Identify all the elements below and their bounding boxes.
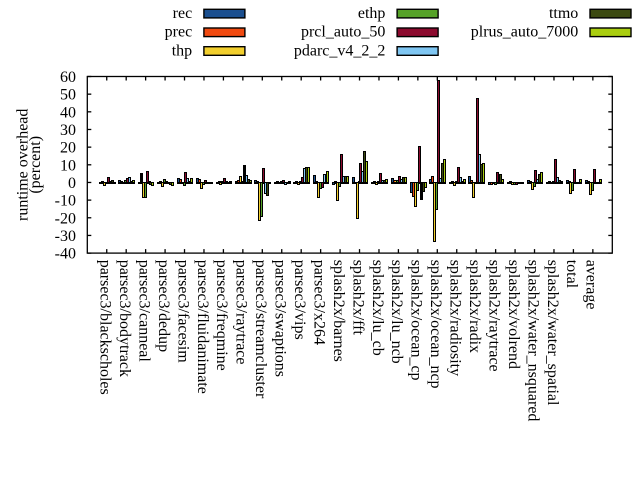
svg-text:splash2x/radix: splash2x/radix bbox=[466, 260, 483, 353]
svg-text:parsec3/vips: parsec3/vips bbox=[291, 260, 308, 340]
svg-text:splash2x/raytrace: splash2x/raytrace bbox=[485, 260, 502, 372]
svg-text:parsec3/freqmine: parsec3/freqmine bbox=[213, 260, 230, 371]
svg-text:total: total bbox=[563, 260, 580, 289]
svg-text:splash2x/ocean_cp: splash2x/ocean_cp bbox=[408, 260, 425, 381]
svg-text:splash2x/radiosity: splash2x/radiosity bbox=[447, 260, 464, 376]
svg-text:parsec3/x264: parsec3/x264 bbox=[310, 260, 327, 345]
svg-text:(percent): (percent) bbox=[27, 136, 44, 194]
svg-text:0: 0 bbox=[68, 175, 76, 192]
svg-text:50: 50 bbox=[60, 87, 76, 104]
svg-text:ethp: ethp bbox=[358, 5, 386, 22]
svg-text:prcl_auto_50: prcl_auto_50 bbox=[301, 24, 385, 41]
svg-text:parsec3/streamcluster: parsec3/streamcluster bbox=[252, 260, 269, 399]
svg-text:60: 60 bbox=[60, 69, 76, 86]
svg-text:prec: prec bbox=[165, 24, 193, 41]
svg-text:splash2x/water_nsquared: splash2x/water_nsquared bbox=[524, 260, 541, 422]
svg-text:20: 20 bbox=[60, 140, 76, 157]
svg-text:runtime overhead: runtime overhead bbox=[14, 109, 31, 221]
svg-text:thp: thp bbox=[172, 42, 192, 59]
svg-text:pdarc_v4_2_2: pdarc_v4_2_2 bbox=[294, 42, 386, 59]
svg-text:average: average bbox=[583, 260, 600, 310]
svg-text:parsec3/canneal: parsec3/canneal bbox=[135, 260, 152, 363]
svg-text:parsec3/bodytrack: parsec3/bodytrack bbox=[116, 260, 133, 377]
svg-text:splash2x/barnes: splash2x/barnes bbox=[330, 260, 347, 362]
svg-text:-40: -40 bbox=[55, 246, 76, 263]
svg-text:ttmo: ttmo bbox=[549, 5, 578, 22]
svg-text:splash2x/lu_ncb: splash2x/lu_ncb bbox=[388, 260, 405, 364]
svg-text:parsec3/dedup: parsec3/dedup bbox=[155, 260, 172, 352]
svg-text:parsec3/blackscholes: parsec3/blackscholes bbox=[97, 260, 114, 395]
svg-text:rec: rec bbox=[173, 5, 193, 22]
svg-text:plrus_auto_7000: plrus_auto_7000 bbox=[471, 24, 579, 41]
svg-text:30: 30 bbox=[60, 122, 76, 139]
svg-text:-30: -30 bbox=[55, 228, 76, 245]
svg-text:parsec3/facesim: parsec3/facesim bbox=[174, 260, 191, 364]
svg-text:40: 40 bbox=[60, 104, 76, 121]
svg-text:-10: -10 bbox=[55, 193, 76, 210]
svg-text:splash2x/fft: splash2x/fft bbox=[349, 260, 366, 336]
svg-text:splash2x/volrend: splash2x/volrend bbox=[505, 260, 522, 369]
svg-text:parsec3/raytrace: parsec3/raytrace bbox=[233, 260, 250, 365]
svg-text:splash2x/water_spatial: splash2x/water_spatial bbox=[544, 260, 561, 406]
svg-text:-20: -20 bbox=[55, 210, 76, 227]
svg-text:splash2x/ocean_ncp: splash2x/ocean_ncp bbox=[427, 260, 444, 389]
svg-text:10: 10 bbox=[60, 157, 76, 174]
svg-text:parsec3/swaptions: parsec3/swaptions bbox=[272, 260, 289, 377]
svg-text:splash2x/lu_cb: splash2x/lu_cb bbox=[369, 260, 386, 356]
svg-text:parsec3/fluidanimate: parsec3/fluidanimate bbox=[194, 260, 211, 394]
